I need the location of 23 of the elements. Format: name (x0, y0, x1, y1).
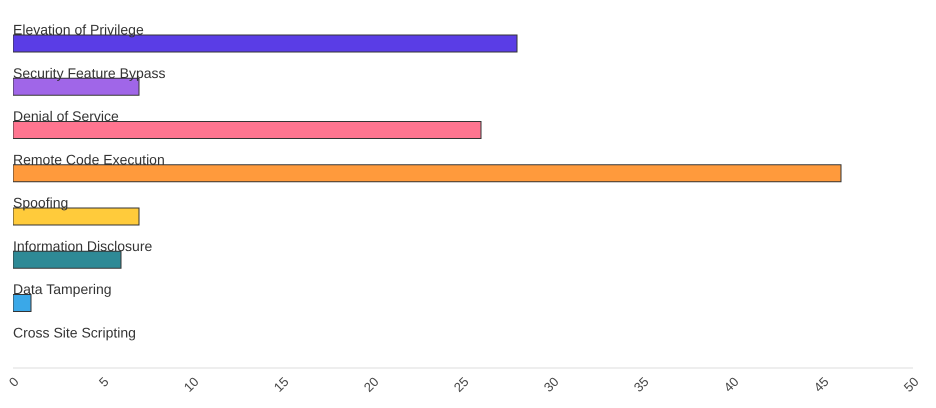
bar (13, 164, 842, 182)
x-tick-label: 5 (96, 374, 112, 390)
y-tick-label: Security Feature Bypass (13, 64, 166, 81)
y-tick-label: Cross Site Scripting (13, 324, 136, 340)
x-tick-label: 30 (540, 374, 562, 395)
bar (13, 294, 32, 312)
y-tick-label: Spoofing (13, 194, 68, 211)
x-tick-label: 25 (450, 374, 472, 395)
y-tick-label: Information Disclosure (13, 238, 152, 254)
y-tick-label: Elevation of Privilege (13, 22, 144, 38)
x-tick-label: 15 (270, 374, 292, 395)
y-tick-label: Denial of Service (13, 108, 120, 124)
x-tick-label: 40 (720, 374, 742, 395)
x-tick-label: 45 (810, 374, 832, 395)
x-tick-label: 35 (630, 374, 652, 395)
bar (13, 121, 482, 139)
x-tick-label: 0 (6, 374, 22, 390)
bar (13, 250, 122, 269)
x-tick-label: 50 (900, 374, 922, 395)
x-tick-label: 10 (180, 374, 202, 395)
y-tick-label: Data Tampering (13, 281, 112, 298)
x-tick-label: 20 (360, 374, 382, 395)
y-tick-label: Remote Code Execution (13, 151, 165, 168)
